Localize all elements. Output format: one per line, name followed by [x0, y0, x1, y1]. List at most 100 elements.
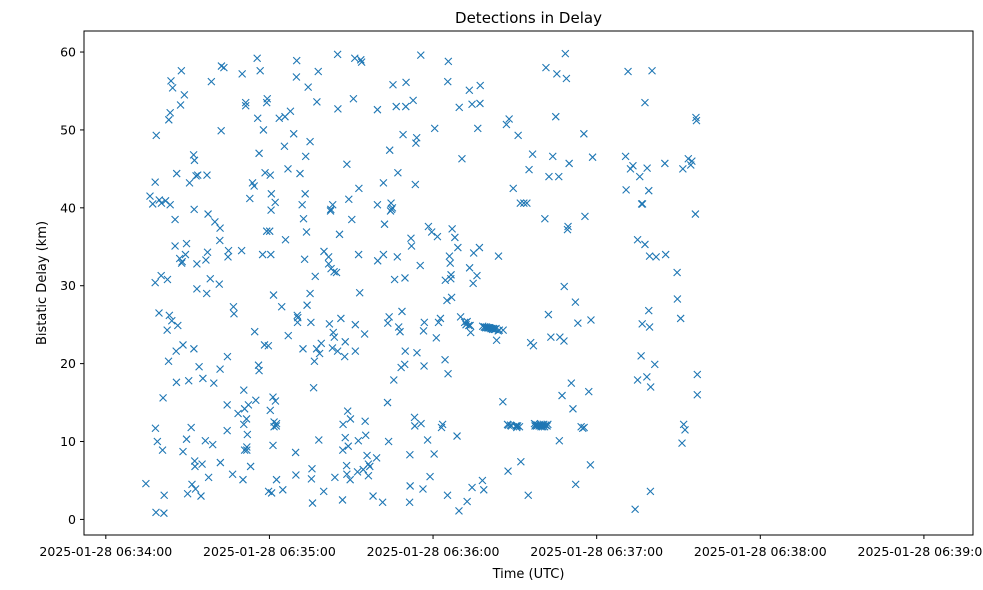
- data-point: [326, 205, 335, 214]
- data-point: [645, 252, 654, 261]
- data-point: [405, 498, 414, 507]
- data-point: [564, 222, 572, 231]
- data-point: [266, 250, 275, 259]
- data-point: [401, 274, 409, 282]
- data-point: [465, 86, 474, 95]
- data-point: [242, 443, 251, 451]
- data-point: [184, 376, 193, 385]
- plot-frame: [83, 30, 974, 536]
- data-point: [405, 450, 414, 459]
- data-point: [676, 314, 685, 323]
- data-point: [204, 473, 213, 482]
- y-tick-label: 20: [60, 356, 76, 371]
- data-point: [157, 199, 166, 208]
- data-point: [424, 222, 433, 231]
- data-point: [469, 279, 478, 288]
- data-point: [476, 81, 485, 90]
- data-point: [529, 341, 538, 350]
- data-point: [346, 415, 355, 423]
- data-point: [645, 323, 654, 331]
- data-point: [504, 421, 513, 430]
- data-point: [300, 255, 309, 264]
- x-tick-label: 2025-01-28 06:37:00: [530, 544, 663, 559]
- data-point: [338, 446, 347, 454]
- data-point: [416, 261, 425, 270]
- data-point: [278, 485, 287, 494]
- data-point: [545, 172, 553, 181]
- data-point: [344, 195, 353, 204]
- data-point: [324, 260, 333, 268]
- data-point: [142, 479, 150, 488]
- data-point: [182, 435, 191, 444]
- data-point: [246, 462, 255, 471]
- data-point: [160, 491, 169, 500]
- data-point: [311, 272, 320, 281]
- data-point: [373, 256, 382, 265]
- data-point: [338, 496, 347, 504]
- data-point: [341, 433, 350, 442]
- data-point: [211, 217, 219, 226]
- data-point: [171, 242, 179, 250]
- data-point: [299, 214, 308, 223]
- data-point: [396, 327, 404, 336]
- data-point: [652, 253, 661, 261]
- data-point: [172, 378, 181, 387]
- data-point: [158, 446, 167, 454]
- data-point: [272, 419, 281, 428]
- data-point: [319, 487, 328, 496]
- data-point: [167, 316, 176, 325]
- data-point: [492, 336, 501, 345]
- data-point: [446, 259, 455, 268]
- data-point: [567, 379, 576, 387]
- data-point: [284, 331, 293, 340]
- data-point: [637, 351, 646, 360]
- data-point: [635, 172, 644, 181]
- data-point: [372, 453, 381, 462]
- data-point: [445, 252, 454, 261]
- data-point: [152, 508, 160, 517]
- data-point: [330, 333, 339, 342]
- data-point: [387, 199, 395, 208]
- data-point: [241, 98, 250, 107]
- data-point: [193, 171, 202, 180]
- data-point: [427, 228, 436, 236]
- data-point: [573, 319, 582, 328]
- x-tick-label: 2025-01-28 06:34:00: [39, 544, 172, 559]
- data-point: [265, 227, 274, 236]
- data-point: [389, 376, 398, 384]
- data-point: [176, 101, 185, 109]
- data-point: [558, 391, 566, 400]
- data-point: [269, 393, 277, 402]
- data-point: [621, 152, 630, 161]
- data-point: [426, 472, 434, 481]
- data-point: [473, 124, 482, 133]
- data-point: [354, 436, 363, 445]
- data-point: [587, 316, 595, 324]
- data-point: [333, 105, 342, 113]
- data-point: [624, 67, 632, 76]
- data-point: [407, 234, 415, 243]
- data-point: [693, 370, 702, 379]
- data-point: [633, 235, 642, 244]
- data-point: [230, 309, 238, 318]
- data-point: [448, 224, 457, 233]
- data-point: [242, 415, 251, 423]
- data-point: [390, 275, 399, 284]
- data-point: [168, 83, 177, 92]
- data-point: [410, 422, 419, 430]
- data-point: [378, 498, 387, 507]
- data-point: [648, 66, 656, 75]
- data-point: [562, 74, 571, 83]
- data-point: [215, 280, 224, 289]
- data-point: [453, 243, 462, 252]
- data-point: [646, 487, 655, 496]
- data-point: [398, 307, 406, 316]
- data-point: [202, 289, 211, 298]
- data-point: [291, 471, 300, 479]
- data-point: [441, 355, 449, 364]
- data-point: [308, 499, 317, 507]
- data-point: [505, 115, 514, 123]
- data-point: [400, 360, 409, 369]
- data-point: [237, 246, 246, 255]
